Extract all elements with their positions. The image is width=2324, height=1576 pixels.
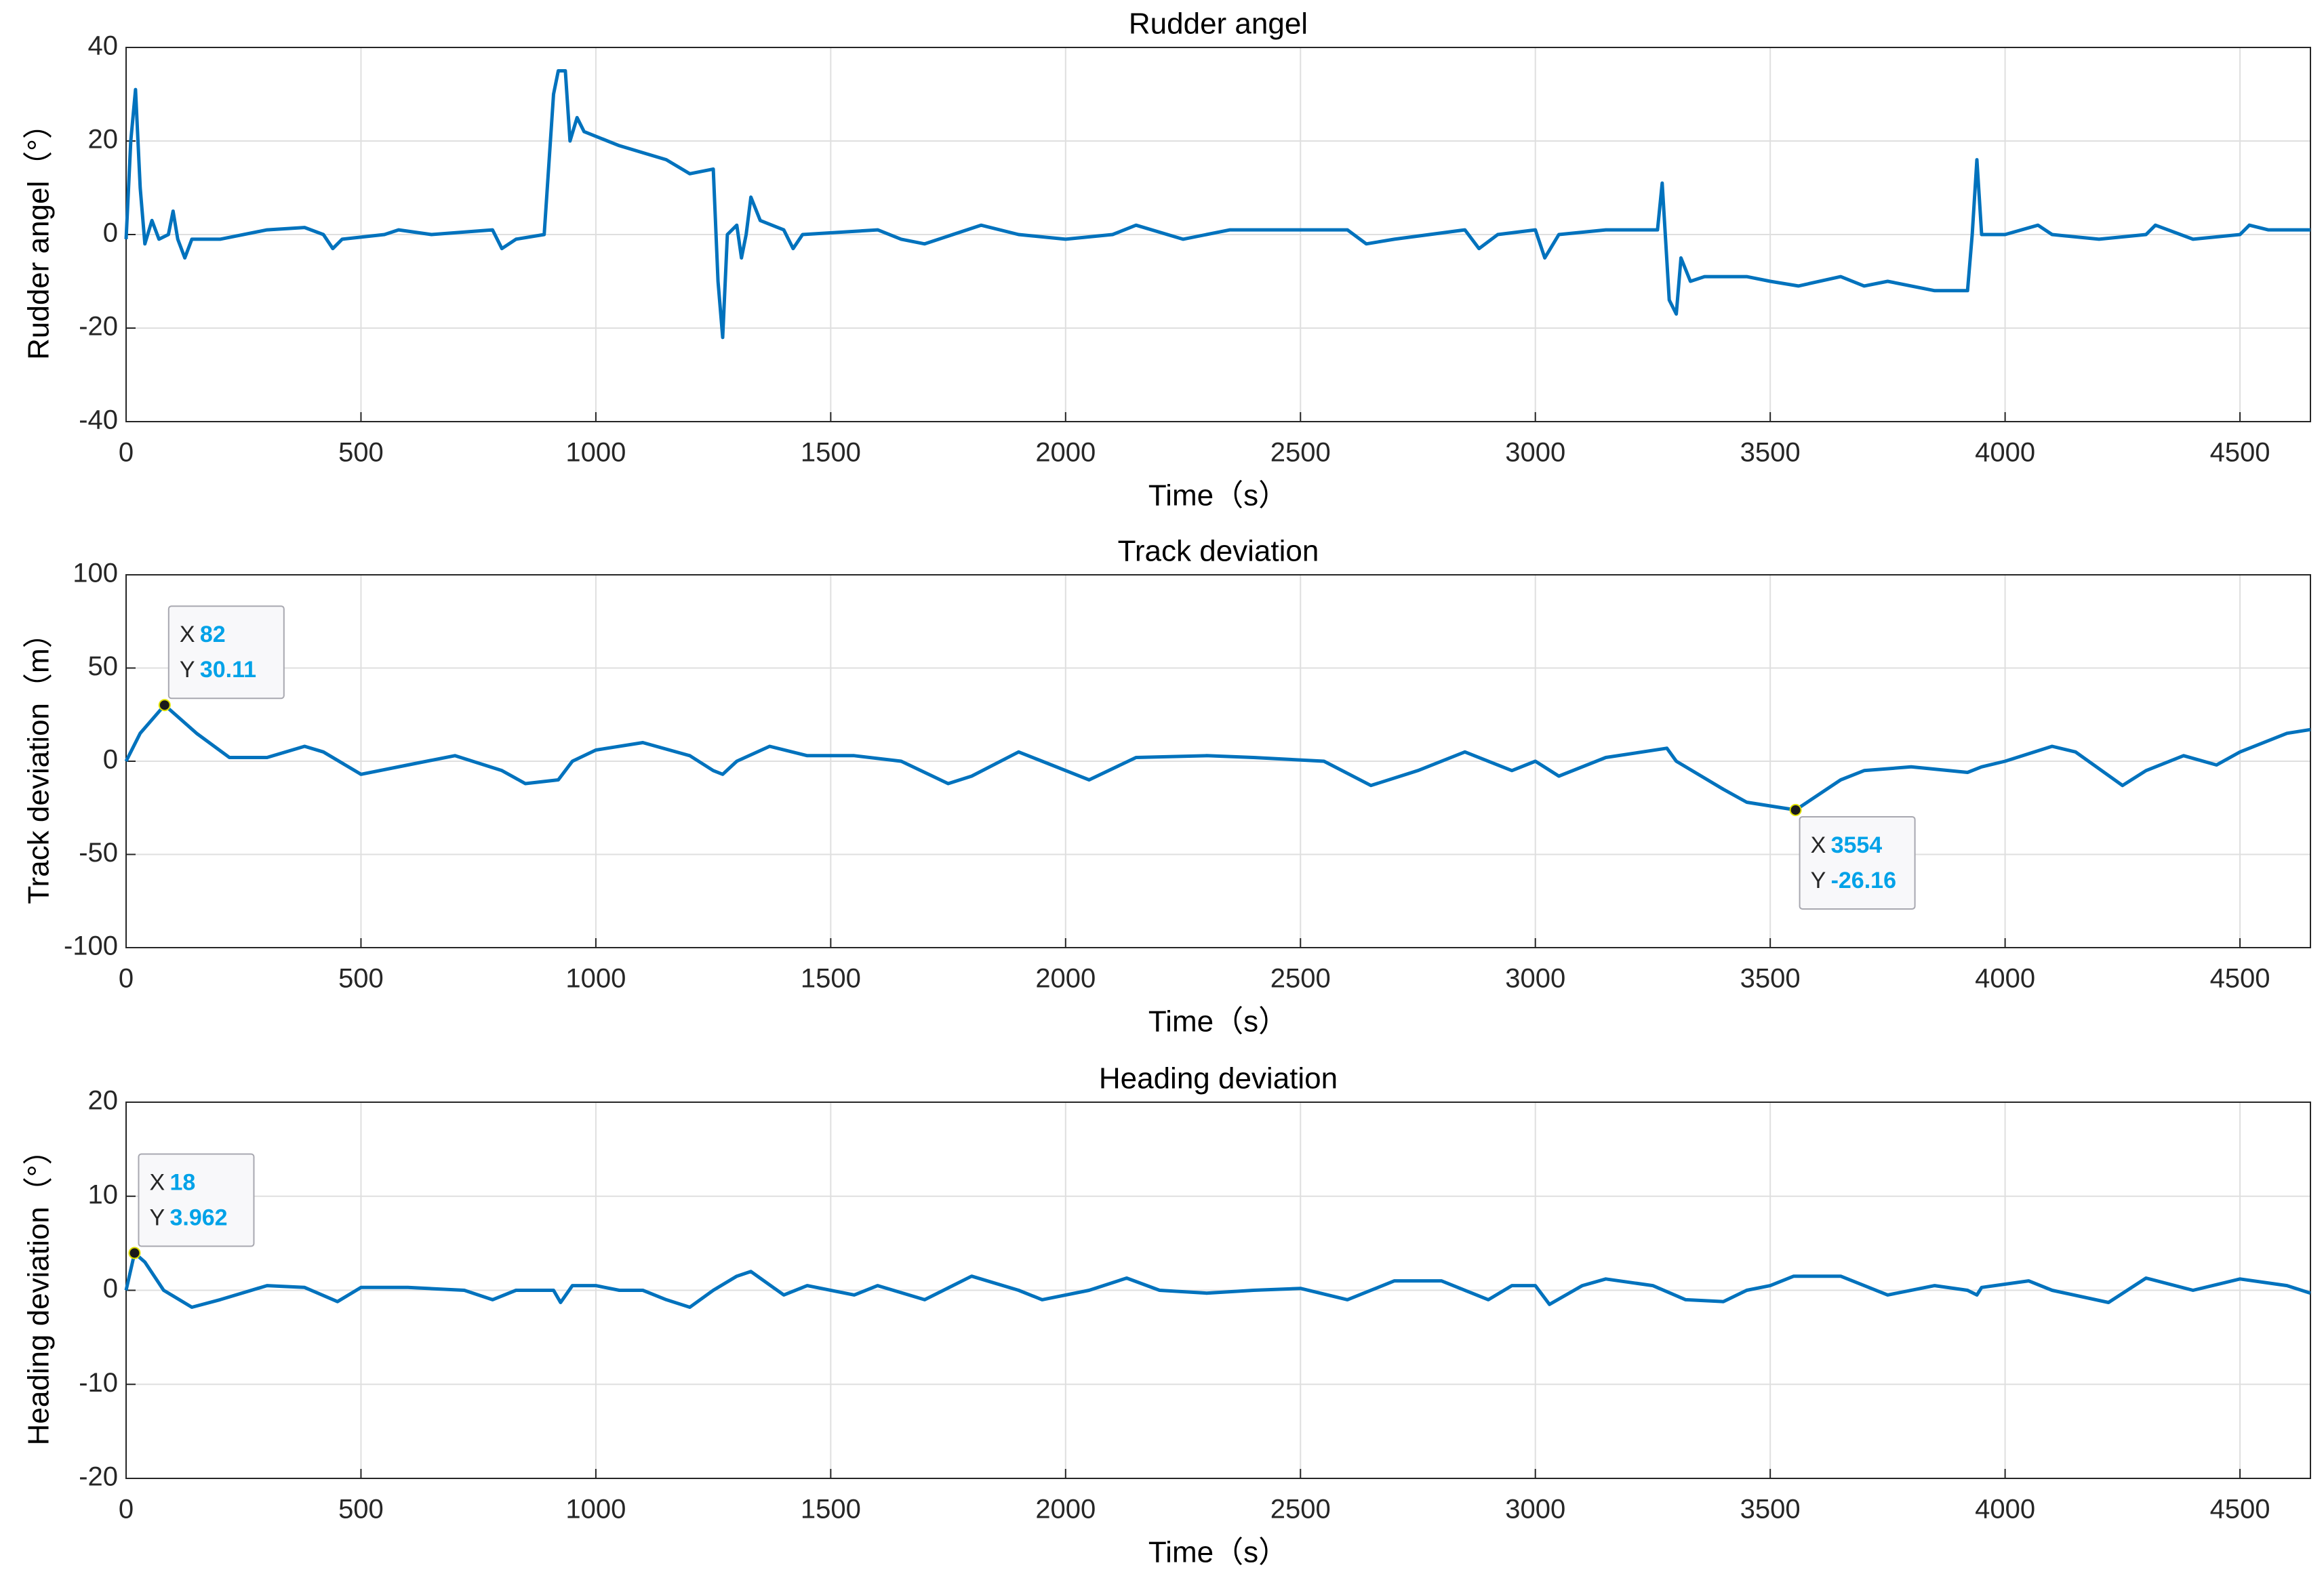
x-tick-label: 4000 xyxy=(1975,964,2035,994)
x-tick-label: 2000 xyxy=(1035,1495,1096,1524)
x-tick-label: 0 xyxy=(119,1495,134,1524)
datatip-marker xyxy=(128,1247,141,1259)
datatip-value: 3.962 xyxy=(169,1205,227,1231)
x-tick-label: 0 xyxy=(119,964,134,994)
x-tick-label: 1500 xyxy=(801,438,861,468)
x-tick-label: 2500 xyxy=(1270,438,1331,468)
x-axis-label: Time（s） xyxy=(1148,1536,1288,1569)
datatip-value: -26.16 xyxy=(1831,868,1896,893)
y-tick-label: 0 xyxy=(103,1274,118,1304)
datatip-prefix: Y xyxy=(180,657,195,683)
datatip-box xyxy=(167,605,285,700)
x-tick-label: 3500 xyxy=(1740,1495,1801,1524)
y-tick-label: 0 xyxy=(103,218,118,248)
y-tick-label: 50 xyxy=(88,651,119,681)
datatip-prefix: Y xyxy=(1811,868,1826,893)
x-tick-label: 3000 xyxy=(1505,964,1565,994)
y-axis-label: Heading deviation（°） xyxy=(22,1135,56,1446)
x-tick-label: 3000 xyxy=(1505,1495,1565,1524)
x-tick-label: 500 xyxy=(338,1495,384,1524)
x-tick-label: 500 xyxy=(338,964,384,994)
datatip-prefix: X xyxy=(149,1170,165,1196)
datatip-value: 30.11 xyxy=(200,657,256,683)
x-axis-label: Time（s） xyxy=(1148,479,1288,512)
y-axis-label: Track deviation（m） xyxy=(22,618,56,904)
datatip-marker xyxy=(1789,803,1802,816)
x-tick-label: 0 xyxy=(119,438,134,468)
x-axis-label: Time（s） xyxy=(1148,1005,1288,1038)
datatip-prefix: Y xyxy=(149,1205,165,1231)
y-tick-label: -20 xyxy=(79,1462,118,1492)
x-tick-label: 1000 xyxy=(565,438,626,468)
y-tick-label: -10 xyxy=(79,1368,118,1398)
y-tick-label: -40 xyxy=(79,405,118,435)
x-tick-label: 1500 xyxy=(801,964,861,994)
x-tick-label: 500 xyxy=(338,438,384,468)
x-tick-label: 2000 xyxy=(1035,964,1096,994)
chart-title: Heading deviation xyxy=(1099,1062,1338,1095)
x-tick-label: 3500 xyxy=(1740,438,1801,468)
y-tick-label: 20 xyxy=(88,1086,119,1116)
x-tick-label: 2500 xyxy=(1270,964,1331,994)
data-line xyxy=(124,1251,2311,1309)
datatip-box xyxy=(138,1153,255,1247)
datatip-prefix: X xyxy=(180,622,195,647)
x-tick-label: 4500 xyxy=(2210,1495,2270,1524)
datatip-value: 82 xyxy=(200,622,226,647)
datatip-prefix: X xyxy=(1811,832,1826,858)
y-tick-label: 0 xyxy=(103,745,118,775)
x-tick-label: 1000 xyxy=(565,1495,626,1524)
data-line xyxy=(124,703,2311,812)
x-tick-label: 3000 xyxy=(1505,438,1565,468)
x-tick-label: 4500 xyxy=(2210,964,2270,994)
datatip-box xyxy=(1799,815,1916,910)
y-tick-label: 100 xyxy=(73,559,118,588)
x-tick-label: 1000 xyxy=(565,964,626,994)
y-tick-label: 40 xyxy=(88,31,119,61)
x-tick-label: 3500 xyxy=(1740,964,1801,994)
datatip-value: 18 xyxy=(169,1170,195,1196)
x-tick-label: 4000 xyxy=(1975,438,2035,468)
data-line xyxy=(124,69,2310,340)
y-tick-label: -100 xyxy=(64,931,118,961)
datatip-marker xyxy=(158,699,171,712)
y-tick-label: -20 xyxy=(79,312,118,342)
chart-title: Rudder angel xyxy=(1129,7,1308,41)
x-tick-label: 4500 xyxy=(2210,438,2270,468)
x-tick-label: 4000 xyxy=(1975,1495,2035,1524)
y-tick-label: 20 xyxy=(88,125,119,155)
datatip-value: 3554 xyxy=(1831,832,1883,858)
chart-title: Track deviation xyxy=(1118,535,1319,568)
x-tick-label: 1500 xyxy=(801,1495,861,1524)
x-tick-label: 2500 xyxy=(1270,1495,1331,1524)
y-axis-label: Rudder angel（°） xyxy=(22,109,56,360)
y-tick-label: 10 xyxy=(88,1179,119,1209)
x-tick-label: 2000 xyxy=(1035,438,1096,468)
y-tick-label: -50 xyxy=(79,838,118,868)
